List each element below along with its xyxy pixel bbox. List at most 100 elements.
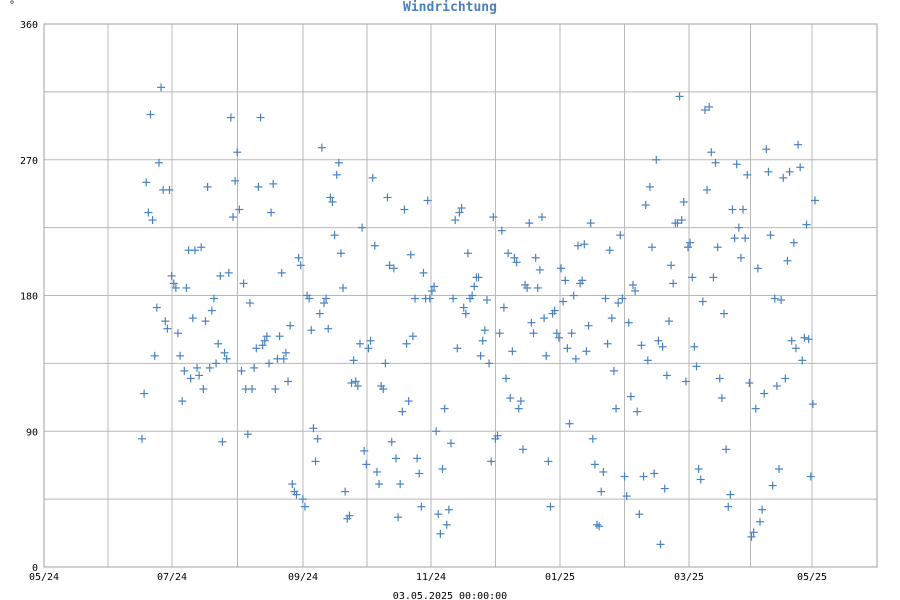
data-point xyxy=(529,329,538,338)
data-point xyxy=(203,182,212,191)
data-point xyxy=(353,382,362,390)
data-point xyxy=(715,374,724,383)
data-point xyxy=(811,196,819,205)
data-point xyxy=(531,253,540,262)
data-point xyxy=(381,359,390,368)
data-point xyxy=(523,283,532,292)
data-point xyxy=(777,296,786,305)
data-point xyxy=(222,354,231,363)
data-point xyxy=(760,389,769,398)
y-axis-ticks: 0 90 180 270 360 xyxy=(20,20,38,574)
data-point xyxy=(413,454,422,463)
data-point xyxy=(516,397,525,406)
data-point xyxy=(588,434,597,443)
data-point xyxy=(186,374,195,383)
data-point xyxy=(387,437,396,446)
data-point xyxy=(639,472,648,481)
y-unit-label: ° xyxy=(9,0,15,11)
data-point xyxy=(449,294,458,303)
data-point xyxy=(161,317,170,326)
data-point xyxy=(269,179,278,188)
data-point xyxy=(804,335,813,344)
data-point xyxy=(288,480,297,489)
data-point xyxy=(730,234,739,243)
data-point xyxy=(766,231,775,240)
data-point xyxy=(237,366,246,375)
data-point xyxy=(783,256,792,265)
data-point xyxy=(755,517,764,526)
data-point xyxy=(753,264,762,273)
data-point xyxy=(417,502,426,511)
data-point xyxy=(286,321,295,330)
data-point xyxy=(254,182,263,191)
data-point xyxy=(789,238,798,247)
data-point xyxy=(432,427,441,436)
data-point xyxy=(470,282,479,291)
data-point xyxy=(802,220,811,229)
data-point xyxy=(178,397,187,406)
data-point xyxy=(599,467,608,476)
data-point xyxy=(590,460,599,469)
data-point xyxy=(224,268,233,277)
data-point xyxy=(453,344,462,353)
data-point xyxy=(601,294,610,303)
data-point xyxy=(628,280,637,289)
data-point xyxy=(681,377,690,386)
data-point xyxy=(800,333,809,342)
data-point xyxy=(614,299,623,308)
data-point xyxy=(654,336,663,345)
data-point xyxy=(480,326,489,335)
data-point xyxy=(743,170,752,179)
data-point xyxy=(455,208,464,217)
data-point xyxy=(631,286,640,295)
data-point xyxy=(652,155,661,164)
data-point xyxy=(713,243,722,252)
data-point xyxy=(741,234,750,243)
data-point xyxy=(616,231,625,240)
data-point xyxy=(557,264,566,273)
data-point xyxy=(436,529,445,538)
data-point xyxy=(411,294,420,303)
data-point xyxy=(330,231,339,240)
data-point xyxy=(510,253,519,262)
data-point xyxy=(540,314,549,323)
data-point xyxy=(499,303,508,312)
data-point xyxy=(201,317,210,326)
data-point xyxy=(271,385,280,394)
data-point xyxy=(277,268,286,277)
data-point xyxy=(497,226,506,235)
data-point xyxy=(745,378,754,387)
data-point xyxy=(597,487,606,496)
data-point xyxy=(487,457,496,466)
data-point xyxy=(258,341,267,350)
data-point xyxy=(775,464,784,473)
data-point xyxy=(415,469,424,478)
data-point xyxy=(794,140,803,149)
data-point xyxy=(482,296,491,305)
data-point xyxy=(734,223,743,232)
data-point xyxy=(582,347,591,356)
data-point xyxy=(336,249,345,258)
data-point xyxy=(419,268,428,277)
data-point xyxy=(485,359,494,368)
data-point xyxy=(626,392,635,401)
data-point xyxy=(296,261,305,270)
data-point xyxy=(645,182,654,191)
data-point xyxy=(580,240,589,249)
data-point xyxy=(605,246,614,255)
data-point xyxy=(535,265,544,274)
data-point xyxy=(603,339,612,348)
data-point xyxy=(199,385,208,394)
data-point xyxy=(493,431,502,440)
data-point xyxy=(207,306,216,315)
data-point xyxy=(791,344,800,353)
data-point xyxy=(648,243,657,252)
data-point xyxy=(307,326,316,335)
data-point xyxy=(326,193,335,202)
data-point xyxy=(637,341,646,350)
data-point xyxy=(457,204,466,213)
data-point xyxy=(383,193,392,202)
data-point xyxy=(728,205,737,214)
data-point xyxy=(366,336,375,345)
plot-frame xyxy=(43,23,878,568)
